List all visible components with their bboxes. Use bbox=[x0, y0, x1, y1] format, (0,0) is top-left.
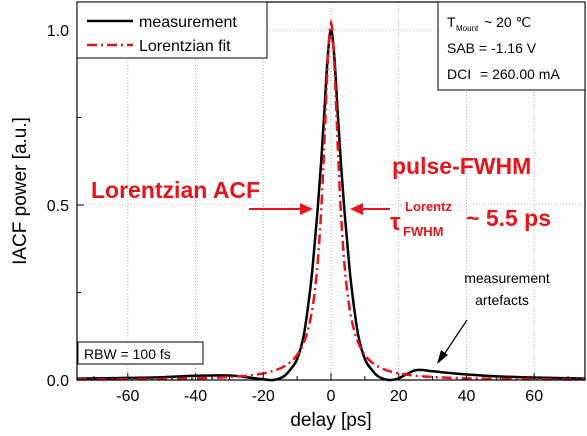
y-tick-label: 0.5 bbox=[47, 198, 69, 215]
info-t-mount-subscript: Mount bbox=[456, 24, 479, 33]
y-tick-label: 1.0 bbox=[47, 23, 69, 40]
fwhm-arrowhead-right bbox=[350, 203, 363, 215]
artefacts-arrow bbox=[442, 319, 468, 357]
x-tick-label: -60 bbox=[116, 388, 139, 405]
annotations: Lorentzian ACF pulse-FWHM τ Lorentz FWHM… bbox=[77, 153, 551, 365]
annotation-tau-superscript: Lorentz bbox=[405, 199, 452, 214]
annotation-pulse-fwhm: pulse-FWHM bbox=[392, 153, 531, 179]
y-axis-label: IACF power [a.u.] bbox=[10, 117, 31, 265]
x-tick-label: 0 bbox=[327, 388, 336, 405]
x-tick-label: 60 bbox=[525, 388, 543, 405]
annotation-tau-symbol: τ bbox=[390, 209, 401, 236]
x-tick-label: -20 bbox=[252, 388, 275, 405]
legend: measurement Lorentzian fit bbox=[76, 1, 268, 59]
legend-measurement-label: measurement bbox=[139, 14, 237, 31]
legend-fit-label: Lorentzian fit bbox=[139, 38, 231, 55]
rbw-box bbox=[77, 341, 204, 365]
x-axis-label: delay [ps] bbox=[290, 410, 371, 431]
info-t-mount-value: ~ 20 ℃ bbox=[484, 14, 531, 30]
fwhm-arrowhead-left bbox=[300, 203, 313, 215]
legend-box bbox=[76, 1, 268, 59]
info-sab: SAB = -1.16 V bbox=[447, 40, 537, 56]
annotation-lorentzian-acf: Lorentzian ACF bbox=[91, 177, 260, 203]
artefacts-arrowhead bbox=[437, 350, 448, 364]
annotation-tau-value: ~ 5.5 ps bbox=[466, 205, 551, 231]
annotation-artefacts-line1: measurement bbox=[464, 270, 550, 286]
annotation-tau-subscript: FWHM bbox=[403, 224, 443, 239]
info-box-frame bbox=[437, 1, 586, 91]
annotation-artefacts-line2: artefacts bbox=[475, 292, 529, 308]
info-dci-value: = 260.00 mA bbox=[480, 66, 560, 82]
info-t-mount-symbol: T bbox=[447, 14, 456, 30]
annotation-rbw: RBW = 100 fs bbox=[84, 346, 171, 362]
x-tick-label: 20 bbox=[390, 388, 408, 405]
info-box: T Mount ~ 20 ℃ SAB = -1.16 V DCI = 260.0… bbox=[437, 1, 586, 91]
x-tick-label: -40 bbox=[184, 388, 207, 405]
info-dci-label: DCI bbox=[447, 66, 471, 82]
y-tick-label: 0.0 bbox=[47, 373, 69, 390]
axis-ticks: -60 -40 -20 0 20 40 60 0.0 0.5 1.0 bbox=[47, 23, 569, 405]
x-tick-label: 40 bbox=[458, 388, 476, 405]
